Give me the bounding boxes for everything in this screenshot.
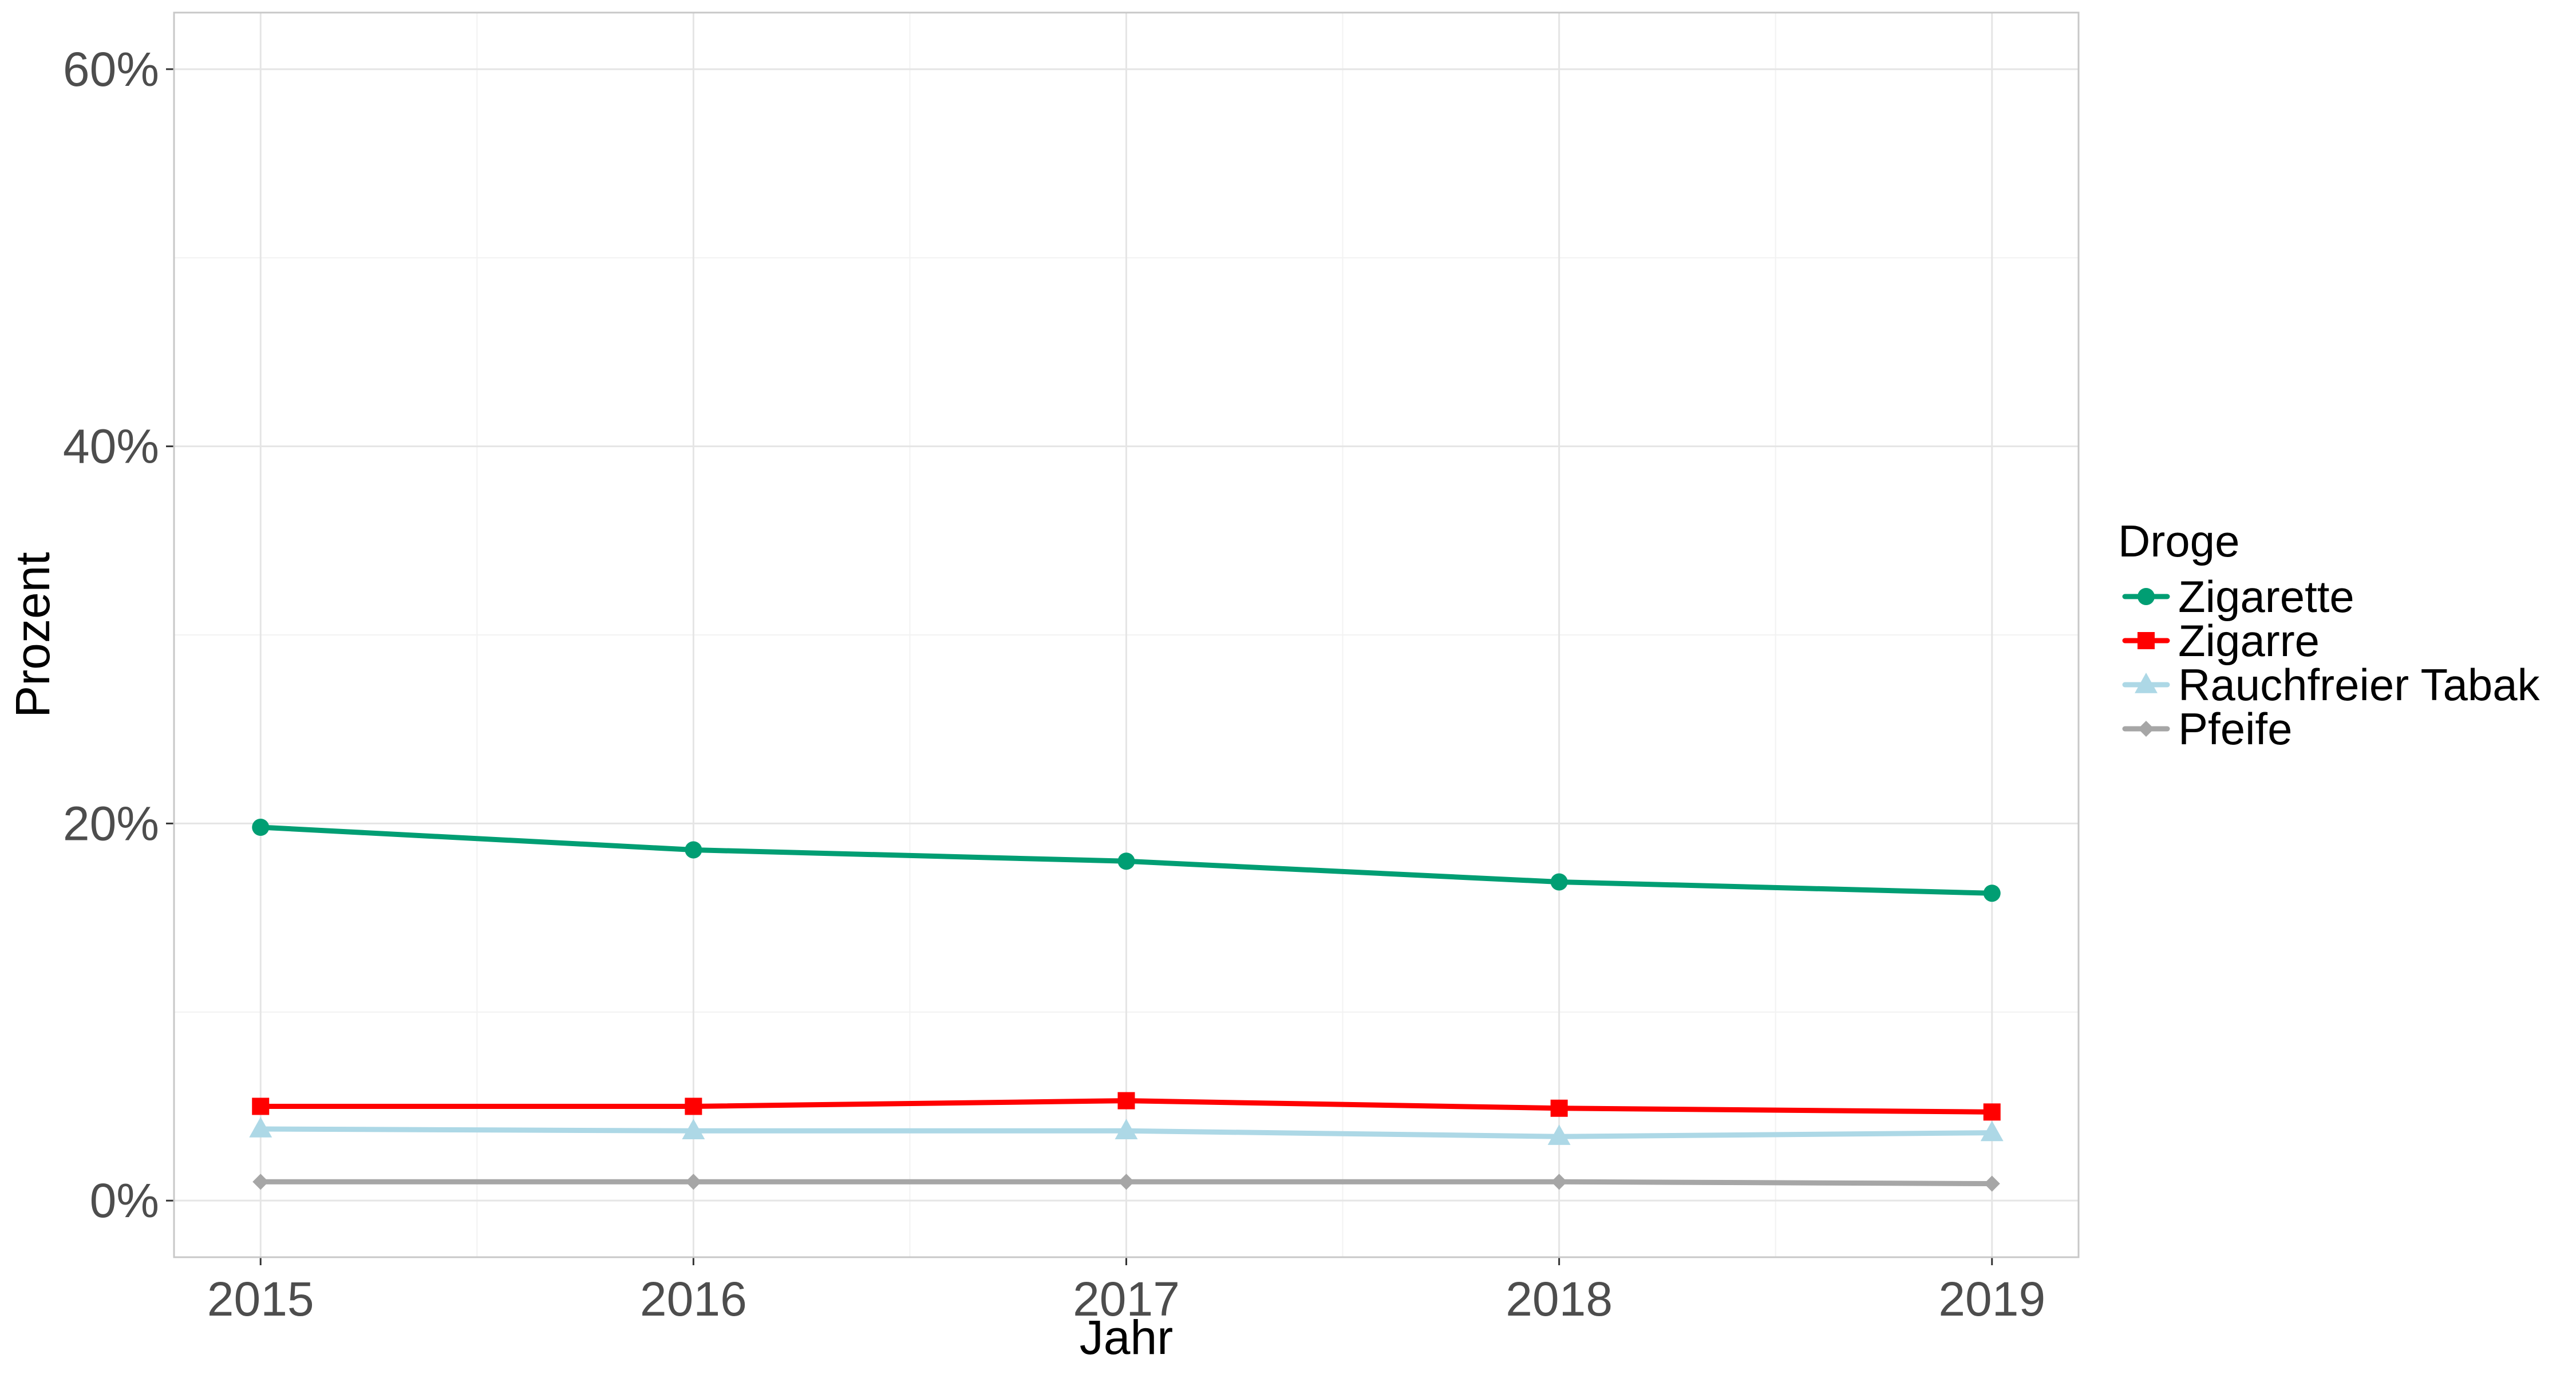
legend-key-marker — [2135, 673, 2158, 693]
data-point-pfeife — [1551, 1174, 1567, 1190]
data-point-rauchfreier-tabak — [249, 1117, 272, 1138]
x-axis-tick-label: 2019 — [1938, 1272, 2045, 1326]
legend-entry-zigarette: Zigarette — [2122, 571, 2354, 622]
legend-key-marker — [2138, 588, 2155, 605]
data-point-rauchfreier-tabak — [1115, 1119, 1138, 1140]
data-point-pfeife — [252, 1174, 269, 1190]
data-point-pfeife — [1984, 1175, 2000, 1192]
series-layer — [249, 818, 2004, 1192]
series-pfeife — [252, 1174, 2000, 1192]
x-axis-tick-label: 2015 — [207, 1272, 314, 1326]
data-point-rauchfreier-tabak — [682, 1119, 705, 1140]
x-axis-tick-label: 2016 — [640, 1272, 747, 1326]
data-point-zigarre — [685, 1097, 702, 1115]
series-zigarette — [252, 818, 2001, 902]
legend-key-marker — [2138, 632, 2155, 649]
data-point-zigarette — [1983, 885, 2001, 902]
x-axis-tick-label: 2017 — [1073, 1272, 1180, 1326]
legend-entry-rauchfreier-tabak: Rauchfreier Tabak — [2122, 660, 2541, 710]
y-axis-title: Prozent — [6, 552, 60, 718]
data-point-zigarre — [1550, 1099, 1568, 1117]
legend-title: Droge — [2118, 516, 2239, 566]
legend-label: Zigarette — [2178, 571, 2354, 622]
series-rauchfreier-tabak — [249, 1117, 2004, 1145]
data-point-zigarette — [1117, 852, 1135, 870]
legend-label: Rauchfreier Tabak — [2178, 660, 2541, 710]
grid-layer — [174, 13, 2079, 1257]
y-axis-tick-label: 0% — [90, 1174, 159, 1227]
data-point-rauchfreier-tabak — [1980, 1120, 2004, 1142]
series-zigarre — [252, 1092, 2001, 1121]
axis-layer: 0% 20% 40% 60% 2015 2016 2017 2018 2019 — [63, 42, 2045, 1326]
data-point-pfeife — [685, 1174, 702, 1190]
y-axis-tick-label: 20% — [63, 796, 159, 850]
data-point-rauchfreier-tabak — [1547, 1124, 1571, 1145]
data-point-zigarre — [252, 1097, 270, 1115]
plot-panel-border — [173, 11, 2080, 1258]
legend-entry-pfeife: Pfeife — [2122, 704, 2292, 754]
legend-label: Pfeife — [2178, 704, 2292, 754]
data-point-zigarette — [252, 818, 270, 836]
y-axis-tick-label: 60% — [63, 42, 159, 96]
x-axis-tick-label: 2018 — [1506, 1272, 1613, 1326]
legend-key-marker — [2138, 721, 2154, 737]
y-axis-tick-label: 40% — [63, 420, 159, 473]
x-axis-title: Jahr — [1080, 1310, 1173, 1364]
data-point-zigarre — [1117, 1092, 1135, 1110]
data-point-pfeife — [1118, 1174, 1135, 1190]
data-point-zigarette — [685, 841, 702, 859]
legend-entry-zigarre: Zigarre — [2122, 615, 2320, 666]
data-point-zigarre — [1983, 1103, 2001, 1121]
data-point-zigarette — [1550, 873, 1568, 891]
legend-label: Zigarre — [2178, 615, 2320, 666]
